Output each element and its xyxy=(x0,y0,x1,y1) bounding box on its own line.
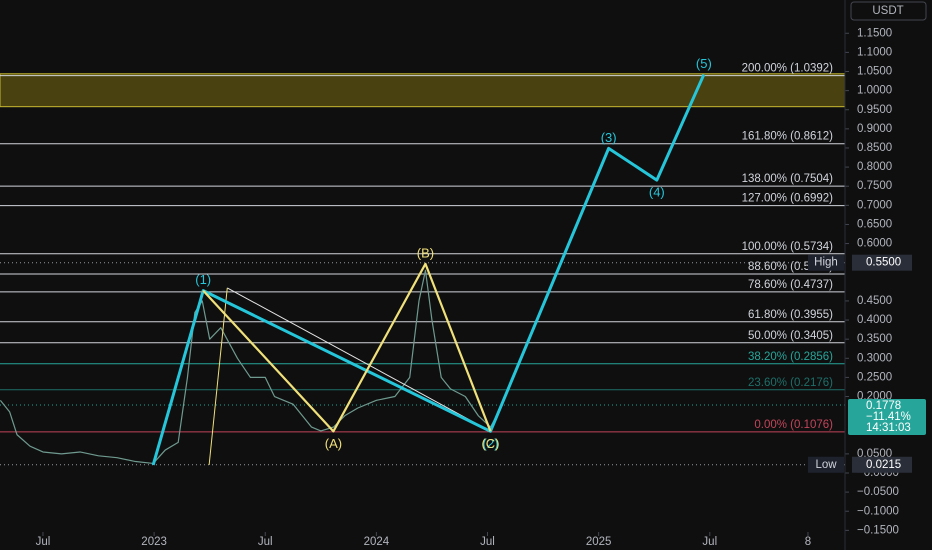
x-tick-label: Jul xyxy=(258,536,273,548)
low-badge xyxy=(808,456,844,473)
low-value: 0.0215 xyxy=(866,459,901,471)
y-tick-label: 0.3500 xyxy=(857,333,892,345)
currency-button[interactable] xyxy=(850,1,927,21)
y-tick-label: 0.6500 xyxy=(857,218,892,230)
y-tick-label: 0.4500 xyxy=(857,295,892,307)
x-tick-label: 2025 xyxy=(586,536,612,548)
y-tick-label: 0.8500 xyxy=(857,142,892,154)
y-tick-label: 1.1000 xyxy=(857,46,892,58)
y-tick-label: 0.2500 xyxy=(857,371,892,383)
high-badge xyxy=(808,254,844,271)
target-zone xyxy=(0,73,846,108)
trend-line xyxy=(208,287,228,466)
wave-label: (C) xyxy=(481,436,499,451)
x-tick-label: Jul xyxy=(480,536,495,548)
wave-label: (4) xyxy=(649,185,665,200)
y-tick-label: −0.1000 xyxy=(857,505,899,517)
low-label: Low xyxy=(815,459,837,471)
y-tick-label: 0.6000 xyxy=(857,238,892,250)
y-tick-label: −0.0500 xyxy=(857,486,899,498)
fib-label: 50.00% (0.3405) xyxy=(748,330,833,342)
last-timer: 14:31:03 xyxy=(866,422,911,434)
y-tick-label: 0.3000 xyxy=(857,352,892,364)
x-tick-label: 2023 xyxy=(141,536,167,548)
y-tick-label: 1.0000 xyxy=(857,85,892,97)
y-tick-label: 0.9500 xyxy=(857,104,892,116)
fib-label: 138.00% (0.7504) xyxy=(742,173,834,185)
low-value-badge xyxy=(852,456,912,473)
high-value: 0.5500 xyxy=(866,257,901,269)
high-value-badge xyxy=(852,254,912,271)
y-tick-label: 0.4000 xyxy=(857,314,892,326)
wave-line xyxy=(151,73,706,466)
y-tick-label: −0.1500 xyxy=(857,524,899,536)
fib-label: 23.60% (0.2176) xyxy=(748,377,833,389)
fib-label: 38.20% (0.2856) xyxy=(748,351,833,363)
fib-label: 61.80% (0.3955) xyxy=(748,309,833,321)
fib-label: 161.80% (0.8612) xyxy=(742,131,834,143)
currency: USDT xyxy=(872,5,903,17)
last-value: 0.1778 xyxy=(866,400,901,412)
fib-label: 78.60% (0.4737) xyxy=(748,279,833,291)
wave-label: (2) xyxy=(483,436,499,451)
trend-line xyxy=(227,287,491,432)
wave-label: (3) xyxy=(601,130,617,145)
y-tick-label: 0.8000 xyxy=(857,161,892,173)
y-tick-label: 0.9000 xyxy=(857,123,892,135)
fib-label: 200.00% (1.0392) xyxy=(742,63,834,75)
y-tick-label: 0.7000 xyxy=(857,199,892,211)
wave-label: (5) xyxy=(696,56,712,71)
fib-label: 0.00% (0.1076) xyxy=(754,419,833,431)
price-line xyxy=(0,269,503,465)
y-tick-label: 1.0500 xyxy=(857,66,892,78)
fib-label: 100.00% (0.5734) xyxy=(742,241,834,253)
x-tick-label: 8 xyxy=(805,536,811,548)
fib-label: 127.00% (0.6992) xyxy=(742,193,834,205)
x-tick-label: 2024 xyxy=(364,536,390,548)
x-tick-label: Jul xyxy=(702,536,717,548)
y-tick-label: 1.1500 xyxy=(857,27,892,39)
x-tick-label: Jul xyxy=(36,536,51,548)
wave-label: (A) xyxy=(325,436,342,451)
wave-label: (B) xyxy=(417,245,434,260)
y-tick-label: 0.7500 xyxy=(857,180,892,192)
wave-label: (1) xyxy=(195,272,211,287)
last-change: −11.41% xyxy=(866,411,911,423)
last-badge xyxy=(848,399,926,436)
high-label: High xyxy=(814,257,838,269)
wave-line xyxy=(202,262,492,433)
